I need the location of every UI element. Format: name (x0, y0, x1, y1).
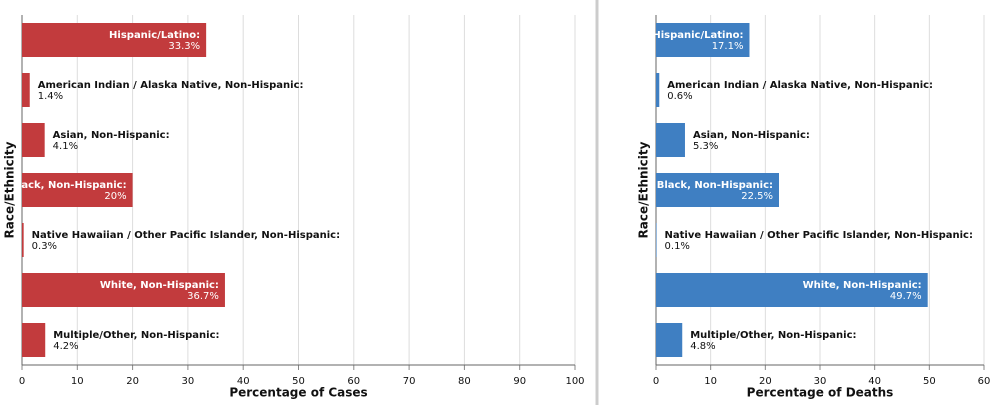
category-label: Multiple/Other, Non-Hispanic: (53, 330, 219, 341)
category-label: Hispanic/Latino: (109, 30, 200, 41)
bar (656, 123, 685, 157)
bar (22, 323, 46, 357)
y-axis-title: Race/Ethnicity (637, 141, 651, 238)
x-tick-label: 60 (347, 376, 360, 387)
value-label: 4.8% (690, 341, 715, 352)
value-label: 49.7% (890, 291, 922, 302)
y-axis-title: Race/Ethnicity (3, 141, 17, 238)
value-label: 5.3% (693, 141, 718, 152)
bar (22, 73, 30, 107)
bar (656, 73, 660, 107)
bar (656, 323, 683, 357)
value-label: 1.4% (38, 91, 63, 102)
bar (656, 23, 750, 57)
category-label: Asian, Non-Hispanic: (693, 130, 810, 141)
x-tick-label: 50 (923, 376, 936, 387)
category-label: Asian, Non-Hispanic: (53, 130, 170, 141)
value-label: 36.7% (187, 291, 219, 302)
x-axis-title: Percentage of Deaths (747, 386, 894, 400)
x-tick-label: 30 (814, 376, 827, 387)
x-tick-label: 60 (978, 376, 991, 387)
x-tick-label: 0 (19, 376, 25, 387)
bar (656, 223, 657, 257)
category-label: Black, Non-Hispanic: (10, 180, 126, 191)
value-label: 4.2% (53, 341, 78, 352)
category-label: American Indian / Alaska Native, Non-His… (38, 80, 304, 91)
value-label: 17.1% (712, 41, 744, 52)
category-label: Hispanic/Latino: (652, 30, 743, 41)
category-label: Native Hawaiian / Other Pacific Islander… (32, 230, 340, 241)
x-tick-label: 100 (565, 376, 584, 387)
value-label: 0.6% (667, 91, 692, 102)
x-tick-label: 50 (292, 376, 305, 387)
x-axis-title: Percentage of Cases (229, 386, 367, 400)
bar (22, 123, 45, 157)
category-label: American Indian / Alaska Native, Non-His… (667, 80, 933, 91)
value-label: 0.3% (32, 241, 57, 252)
x-tick-label: 70 (403, 376, 416, 387)
category-label: Native Hawaiian / Other Pacific Islander… (665, 230, 973, 241)
x-tick-label: 40 (868, 376, 881, 387)
bar (22, 173, 133, 207)
bar (22, 273, 225, 307)
x-tick-label: 30 (182, 376, 195, 387)
bar (22, 23, 207, 57)
x-tick-label: 10 (704, 376, 717, 387)
x-tick-label: 90 (513, 376, 526, 387)
bar (656, 173, 779, 207)
bar (656, 273, 928, 307)
value-label: 33.3% (168, 41, 200, 52)
category-label: Black, Non-Hispanic: (657, 180, 773, 191)
bar (22, 223, 24, 257)
x-tick-label: 10 (71, 376, 84, 387)
x-tick-label: 80 (458, 376, 471, 387)
value-label: 20% (104, 191, 126, 202)
category-label: White, Non-Hispanic: (803, 280, 922, 291)
x-tick-label: 0 (653, 376, 659, 387)
category-label: White, Non-Hispanic: (100, 280, 219, 291)
value-label: 4.1% (53, 141, 78, 152)
x-tick-label: 40 (237, 376, 250, 387)
x-tick-label: 20 (759, 376, 772, 387)
x-tick-label: 20 (126, 376, 139, 387)
value-label: 22.5% (741, 191, 773, 202)
value-label: 0.1% (665, 241, 690, 252)
category-label: Multiple/Other, Non-Hispanic: (690, 330, 856, 341)
